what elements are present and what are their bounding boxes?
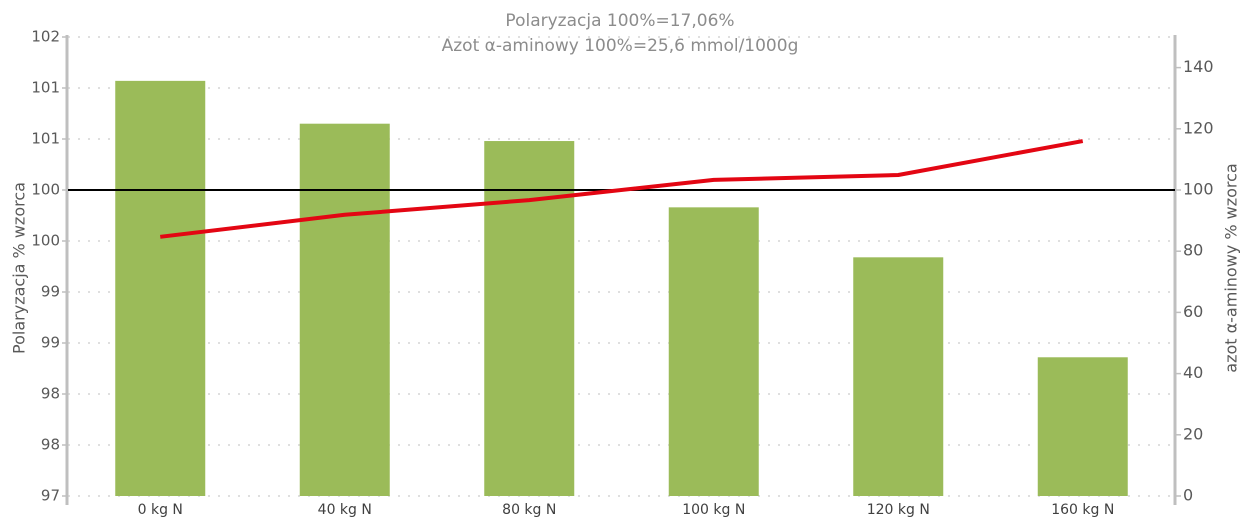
bar — [484, 141, 575, 497]
bar — [1037, 357, 1128, 496]
bar — [299, 123, 390, 496]
y-tick-label: 100 — [31, 181, 60, 199]
bar — [853, 257, 944, 496]
y2-tick-label: 140 — [1183, 57, 1214, 76]
y-tick-label: 101 — [31, 130, 60, 148]
y-axis-label: Polaryzacja % wzorca — [10, 182, 29, 354]
line — [160, 139, 1084, 239]
bar — [115, 80, 206, 497]
y-tick-label: 100 — [31, 232, 60, 250]
y2-tick-label: 100 — [1183, 180, 1214, 199]
x-tick-label: 160 kg N — [1051, 502, 1114, 518]
y2-axis-label: azot α-aminowy % wzorca — [1222, 163, 1241, 372]
y2-tick-label: 60 — [1183, 302, 1203, 321]
y-tick-label: 99 — [41, 334, 60, 352]
y-tick-label: 101 — [31, 79, 60, 97]
bar — [668, 207, 759, 496]
chart-title: Polaryzacja 100%=17,06% — [505, 11, 734, 31]
x-tick-label: 0 kg N — [138, 502, 183, 518]
y-tick-label: 99 — [41, 283, 60, 301]
x-tick-label: 40 kg N — [318, 502, 372, 518]
chart-subtitle: Azot α-aminowy 100%=25,6 mmol/1000g — [442, 36, 799, 56]
y-tick-label: 102 — [31, 28, 60, 46]
y-tick-label: 98 — [41, 436, 60, 454]
x-tick-label: 80 kg N — [502, 502, 556, 518]
y2-tick-label: 40 — [1183, 363, 1203, 382]
y2-tick-label: 80 — [1183, 241, 1203, 260]
y2-tick-label: 0 — [1183, 486, 1193, 505]
y2-tick-label: 20 — [1183, 424, 1203, 443]
y-tick-label: 97 — [41, 487, 60, 505]
x-tick-label: 120 kg N — [867, 502, 930, 518]
y2-tick-label: 120 — [1183, 118, 1214, 137]
y-tick-label: 98 — [41, 385, 60, 403]
x-tick-label: 100 kg N — [682, 502, 745, 518]
